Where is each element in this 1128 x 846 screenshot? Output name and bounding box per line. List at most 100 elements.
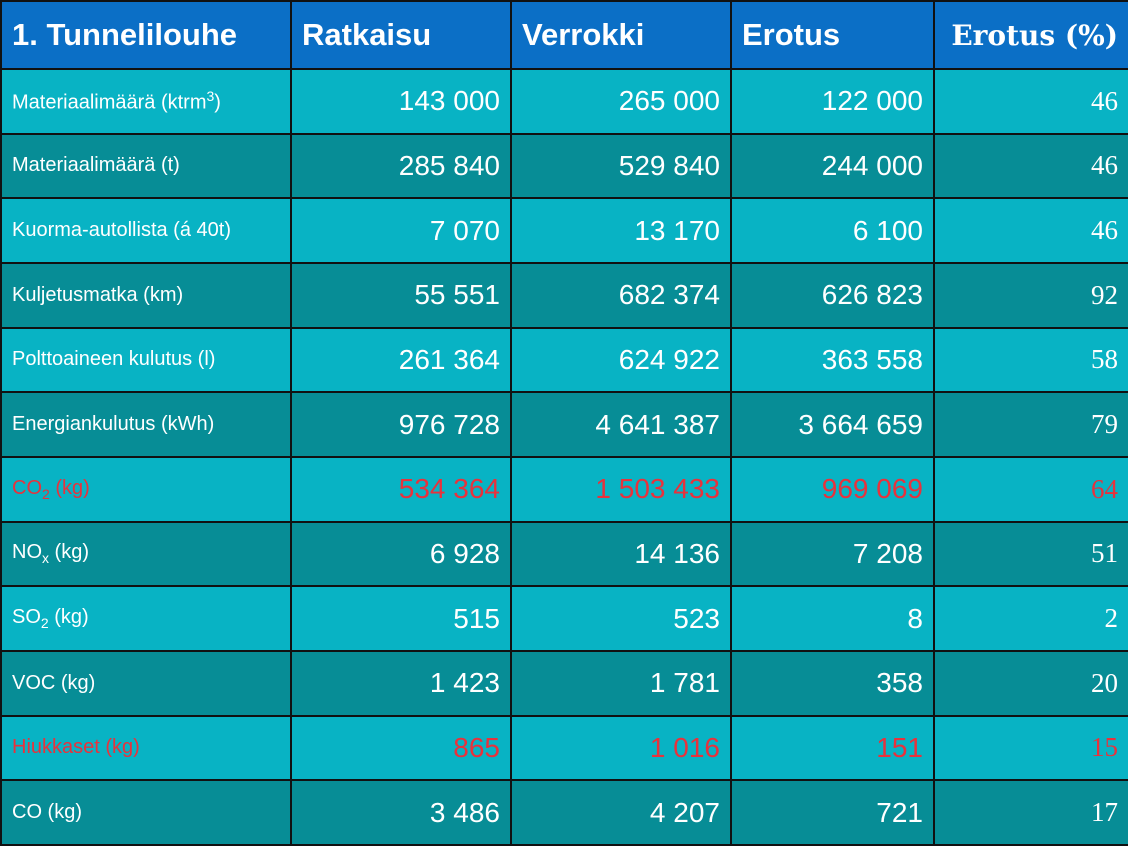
header-cell: 1. Tunnelilouhe [0,0,292,70]
row-label: CO (kg) [0,779,292,846]
value-cell: 969 069 [730,455,935,523]
subscript: 2 [42,485,50,502]
value-cell: 265 000 [510,68,732,135]
table-row: Polttoaineen kulutus (l) 261 364 624 922 36… [0,326,1128,394]
label-text: (kg) [48,606,89,629]
table-row: Kuljetusmatka (km) 55 551 682 374 626 823 92 [0,261,1128,329]
table-row: NOx (kg) 6 928 14 136 7 208 51 [0,520,1128,588]
value-cell: 64 [933,455,1128,523]
label-text: CO (kg) [12,801,82,824]
label-text: Materiaalimäärä (ktrm [12,91,207,114]
label-text: Kuljetusmatka (km) [12,283,184,306]
label-text: SO [12,606,41,629]
table-row: Materiaalimäärä (t) 285 840 529 840 244 000… [0,132,1128,200]
value-cell: 15 [933,714,1128,782]
subscript: 2 [40,615,49,632]
value-cell: 20 [933,649,1128,717]
label-text: (kg) [49,541,89,564]
value-cell: 865 [290,714,512,782]
row-label: Materiaalimäärä (ktrm3) [0,68,292,135]
table-row: VOC (kg) 1 423 1 781 358 20 [0,649,1128,717]
label-text: Hiukkaset (kg) [12,736,140,759]
value-cell: 529 840 [510,132,732,200]
value-cell: 79 [933,391,1128,458]
row-label: VOC (kg) [0,649,292,717]
value-cell: 3 486 [290,779,512,846]
superscript: 3 [206,88,215,104]
header-cell: Ratkaisu [290,0,512,70]
value-cell: 4 641 387 [510,391,732,458]
value-cell: 58 [933,326,1128,394]
value-cell: 7 070 [290,197,512,264]
table-body: Materiaalimäärä (ktrm3) 143 000 265 000 122… [0,68,1128,846]
row-label: CO2 (kg) [0,455,292,523]
value-cell: 55 551 [290,261,512,329]
label-text: CO [12,476,42,499]
row-label: Polttoaineen kulutus (l) [0,326,292,394]
table-row: Materiaalimäärä (ktrm3) 143 000 265 000 122… [0,68,1128,135]
value-cell: 2 [933,585,1128,652]
row-label: Kuorma-autollista (á 40t) [0,197,292,264]
row-label: SO2 (kg) [0,585,292,652]
table-row: CO2 (kg) 534 364 1 503 433 969 069 64 [0,455,1128,523]
value-cell: 534 364 [290,455,512,523]
table-row: SO2 (kg) 515 523 8 2 [0,585,1128,652]
value-cell: 46 [933,197,1128,264]
label-text: NO [12,541,42,564]
value-cell: 515 [290,585,512,652]
value-cell: 17 [933,779,1128,846]
table-row: Hiukkaset (kg) 865 1 016 151 15 [0,714,1128,782]
value-cell: 51 [933,520,1128,588]
value-cell: 4 207 [510,779,732,846]
value-cell: 624 922 [510,326,732,394]
value-cell: 6 100 [730,197,935,264]
subscript: x [42,550,49,567]
value-cell: 6 928 [290,520,512,588]
label-text: Materiaalimäärä (t) [12,154,180,177]
value-cell: 3 664 659 [730,391,935,458]
row-label: Kuljetusmatka (km) [0,261,292,329]
value-cell: 261 364 [290,326,512,394]
table-row: CO (kg) 3 486 4 207 721 17 [0,779,1128,846]
value-cell: 1 781 [510,649,732,717]
value-cell: 523 [510,585,732,652]
row-label: Materiaalimäärä (t) [0,132,292,200]
row-label: Hiukkaset (kg) [0,714,292,782]
label-text: Kuorma-autollista (á 40t) [12,219,231,242]
value-cell: 682 374 [510,261,732,329]
value-cell: 1 016 [510,714,732,782]
value-cell: 1 503 433 [510,455,732,523]
label-text: Energiankulutus (kWh) [12,413,215,436]
row-label: NOx (kg) [0,520,292,588]
value-cell: 46 [933,68,1128,135]
value-cell: 244 000 [730,132,935,200]
value-cell: 7 208 [730,520,935,588]
value-cell: 976 728 [290,391,512,458]
value-cell: 143 000 [290,68,512,135]
header-cell: Erotus (%) [933,0,1128,70]
value-cell: 92 [933,261,1128,329]
value-cell: 151 [730,714,935,782]
row-label: Energiankulutus (kWh) [0,391,292,458]
table-row: Kuorma-autollista (á 40t) 7 070 13 170 6 10… [0,197,1128,264]
table-row: Energiankulutus (kWh) 976 728 4 641 387 3 6… [0,391,1128,458]
value-cell: 626 823 [730,261,935,329]
label-text: ) [214,91,221,114]
label-text: (kg) [49,476,90,499]
value-cell: 122 000 [730,68,935,135]
value-cell: 46 [933,132,1128,200]
value-cell: 358 [730,649,935,717]
label-text: VOC (kg) [12,671,96,694]
value-cell: 721 [730,779,935,846]
header-row: 1. Tunnelilouhe Ratkaisu Verrokki Erotus Ero… [0,0,1128,70]
value-cell: 14 136 [510,520,732,588]
header-cell: Verrokki [510,0,732,70]
value-cell: 285 840 [290,132,512,200]
table-header: 1. Tunnelilouhe Ratkaisu Verrokki Erotus Ero… [0,0,1128,70]
header-cell: Erotus [730,0,935,70]
value-cell: 8 [730,585,935,652]
value-cell: 363 558 [730,326,935,394]
label-text: Polttoaineen kulutus (l) [12,348,216,371]
